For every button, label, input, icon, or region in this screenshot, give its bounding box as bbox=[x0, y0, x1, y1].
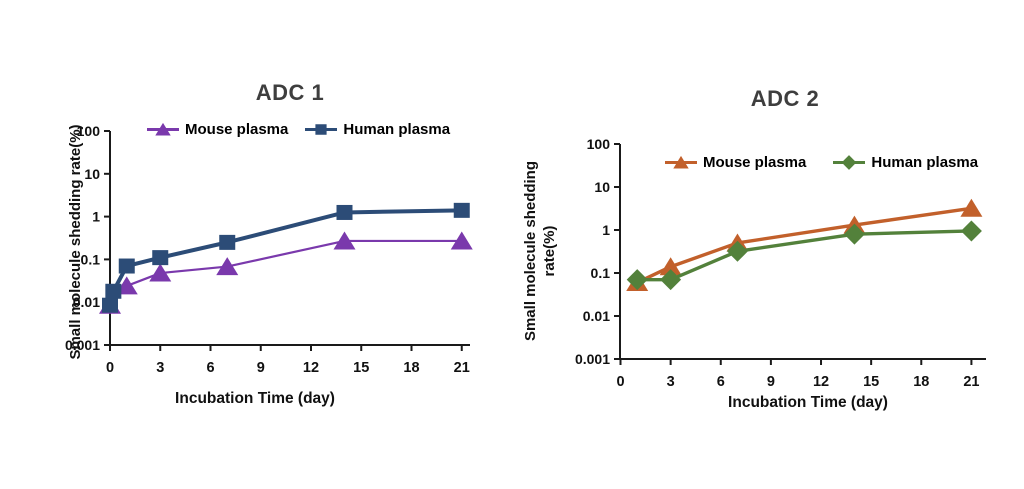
adc1-y-axis-title: Small molecule shedding rate(%) bbox=[67, 124, 84, 360]
adc2-legend-item-mouse-plasma: Mouse plasma bbox=[664, 153, 806, 171]
legend-marker-glyph bbox=[842, 155, 857, 170]
adc1-legend-label-mouse-plasma: Mouse plasma bbox=[185, 120, 289, 138]
adc1-legend-item-human-plasma: Human plasma bbox=[304, 120, 450, 138]
mouse-plasma-triangle-marker-icon bbox=[665, 155, 697, 169]
x-tick-label: 18 bbox=[913, 374, 929, 390]
data-point-marker bbox=[336, 204, 353, 220]
y-tick-label: 1 bbox=[92, 209, 100, 225]
data-point-marker bbox=[843, 223, 865, 245]
adc2-legend-label-mouse-plasma: Mouse plasma bbox=[703, 153, 807, 171]
data-point-marker bbox=[152, 250, 169, 266]
mouse-plasma-triangle-marker-icon bbox=[147, 122, 179, 136]
y-tick-label: 10 bbox=[594, 179, 610, 195]
x-tick-label: 15 bbox=[863, 374, 879, 390]
adc1-legend-item-mouse-plasma: Mouse plasma bbox=[146, 120, 288, 138]
y-tick-label: 100 bbox=[77, 123, 101, 139]
data-point-marker bbox=[726, 240, 748, 262]
y-tick-label: 0.001 bbox=[65, 337, 100, 353]
legend-marker-glyph bbox=[155, 122, 171, 136]
data-point-marker bbox=[333, 231, 356, 250]
y-tick-label: 0.01 bbox=[583, 308, 610, 324]
adc2-x-axis-title: Incubation Time (day) bbox=[728, 394, 888, 411]
adc2-y-axis-title-line2: rate(%) bbox=[541, 225, 558, 277]
data-point-marker bbox=[219, 234, 236, 250]
y-tick-label: 0.01 bbox=[73, 294, 100, 310]
adc1-legend: Mouse plasma Human plasma bbox=[146, 120, 450, 138]
data-point-marker bbox=[960, 220, 982, 242]
data-point-marker bbox=[960, 198, 983, 217]
adc2-legend-label-human-plasma: Human plasma bbox=[871, 153, 979, 171]
data-point-marker bbox=[626, 269, 648, 291]
adc2-y-axis-title: Small molecule shedding rate(%) bbox=[521, 131, 559, 371]
y-tick-label: 0.1 bbox=[81, 251, 101, 267]
y-tick-label: 0.1 bbox=[591, 265, 611, 281]
x-tick-label: 6 bbox=[206, 360, 214, 376]
x-tick-label: 0 bbox=[106, 360, 114, 376]
data-point-marker bbox=[453, 202, 470, 218]
adc2-legend: Mouse plasma Human plasma bbox=[664, 153, 978, 171]
data-point-marker bbox=[105, 283, 122, 299]
legend-marker-glyph bbox=[673, 155, 689, 169]
x-tick-label: 15 bbox=[353, 360, 369, 376]
adc2-chart-title: ADC 2 bbox=[750, 86, 820, 111]
y-tick-label: 10 bbox=[84, 166, 100, 182]
data-point-marker bbox=[102, 297, 118, 313]
data-point-marker bbox=[450, 231, 473, 250]
x-tick-label: 3 bbox=[667, 374, 675, 390]
data-point-marker bbox=[660, 269, 682, 291]
x-tick-label: 12 bbox=[303, 360, 319, 376]
x-tick-label: 9 bbox=[257, 360, 265, 376]
x-tick-label: 6 bbox=[717, 374, 725, 390]
x-tick-label: 18 bbox=[403, 360, 419, 376]
adc2-legend-item-human-plasma: Human plasma bbox=[832, 153, 978, 171]
data-point-marker bbox=[118, 258, 135, 274]
data-point-marker bbox=[149, 263, 172, 282]
adc1-chart-title: ADC 1 bbox=[255, 80, 325, 105]
data-point-marker bbox=[659, 257, 682, 276]
x-tick-label: 9 bbox=[767, 374, 775, 390]
x-tick-label: 21 bbox=[963, 374, 979, 390]
adc2-y-axis-title-line1: Small molecule shedding bbox=[522, 160, 539, 342]
x-tick-label: 3 bbox=[156, 360, 164, 376]
x-tick-label: 0 bbox=[616, 374, 624, 390]
legend-marker-glyph bbox=[315, 124, 327, 135]
human-plasma-square-marker-icon bbox=[305, 124, 338, 135]
x-tick-label: 12 bbox=[813, 374, 829, 390]
x-tick-label: 21 bbox=[454, 360, 470, 376]
adc1-legend-label-human-plasma: Human plasma bbox=[343, 120, 451, 138]
series-line bbox=[635, 229, 974, 282]
adc1-x-axis-title: Incubation Time (day) bbox=[175, 390, 335, 407]
y-tick-label: 1 bbox=[602, 222, 610, 238]
y-tick-label: 100 bbox=[587, 136, 611, 152]
data-point-marker bbox=[216, 257, 239, 276]
y-tick-label: 0.001 bbox=[575, 351, 610, 367]
human-plasma-diamond-marker-icon bbox=[833, 155, 866, 170]
